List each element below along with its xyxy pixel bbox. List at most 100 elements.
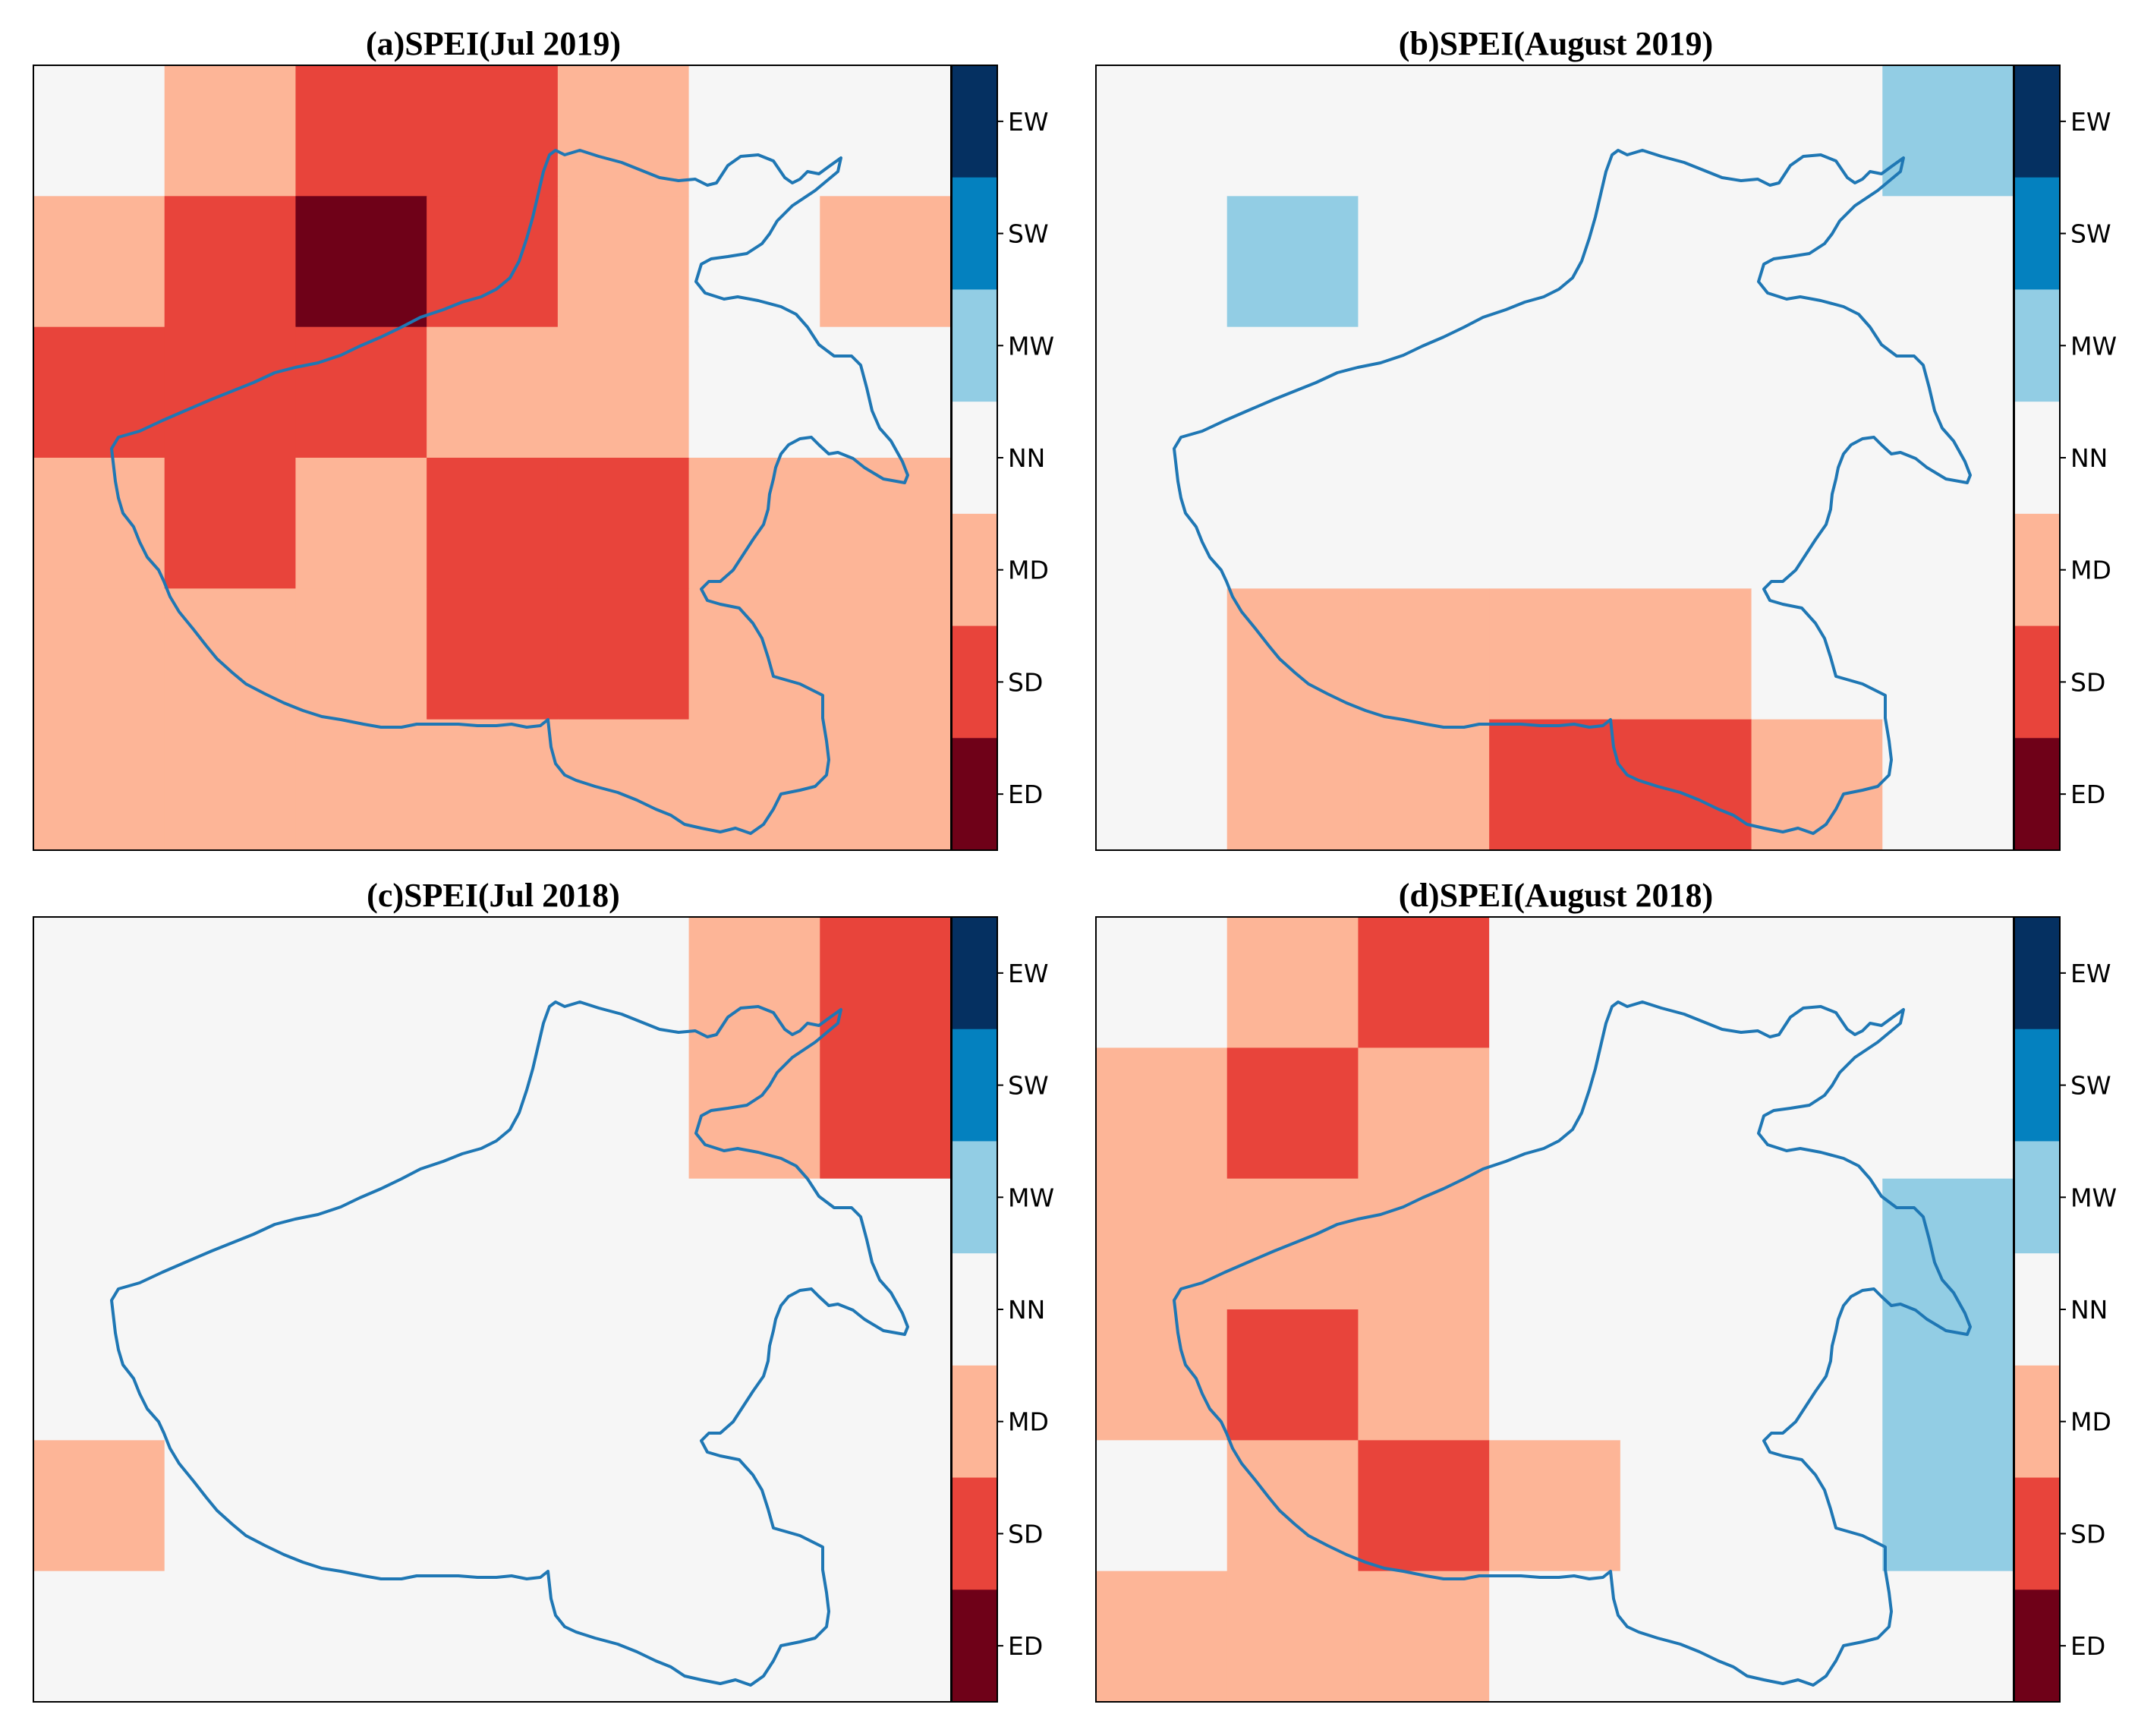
- panel-c-cell-r5-c4: [557, 1571, 690, 1703]
- panel-d-cell-r4-c3: [1489, 1440, 1621, 1572]
- panel-b-colorbar-swatch-mw: [2014, 289, 2060, 402]
- panel-a-cell-r5-c1: [164, 719, 297, 851]
- panel-d-cell-r2-c0: [1096, 1178, 1228, 1310]
- panel-d-cell-r0-c5: [1751, 917, 1883, 1048]
- panel-c-colorbar-label-ed: ED: [1008, 1631, 1043, 1661]
- panel-d-cell-r3-c1: [1226, 1309, 1359, 1441]
- panel-c-cell-r2-c3: [427, 1178, 559, 1310]
- panel-b-cell-r2-c2: [1358, 326, 1490, 458]
- panel-a-cell-r1-c6: [820, 196, 952, 328]
- panel-b-cell-r3-c4: [1620, 458, 1752, 589]
- panel-d-cell-r1-c5: [1751, 1048, 1883, 1180]
- panel-b-cell-r1-c4: [1620, 196, 1752, 328]
- panel-c-colorbar-label-sw: SW: [1008, 1071, 1049, 1101]
- panel-d-colorbar-swatch-sw: [2014, 1029, 2060, 1142]
- panel-d-cell-r1-c4: [1620, 1048, 1752, 1180]
- panel-c-cell-r2-c6: [820, 1178, 952, 1310]
- panel-b-cell-r2-c6: [1882, 326, 2014, 458]
- panel-c-cell-r3-c4: [557, 1309, 690, 1441]
- panel-b-colorbar-label-nn: NN: [2070, 443, 2108, 473]
- panel-b-cell-r4-c0: [1096, 588, 1228, 720]
- panel-b-colorbar-label-mw: MW: [2070, 331, 2117, 361]
- panel-c-colorbar-swatch-sd: [952, 1477, 997, 1590]
- panel-a-cell-r4-c4: [557, 588, 690, 720]
- panel-d-colorbar-swatch-sd: [2014, 1477, 2060, 1590]
- panel-a-colorbar-label-mw: MW: [1008, 331, 1054, 361]
- panel-b-title: (b)SPEI(August 2019): [1399, 25, 1713, 62]
- panel-a-cell-r1-c5: [688, 196, 820, 328]
- panel-c-colorbar-label-sd: SD: [1008, 1519, 1043, 1549]
- panel-c-cell-r5-c2: [295, 1571, 427, 1703]
- panel-d-cell-r0-c0: [1096, 917, 1228, 1048]
- panel-a-cell-r5-c0: [33, 719, 165, 851]
- panel-b: (b)SPEI(August 2019) EW SW MW NN MD SD ED: [1095, 25, 2117, 851]
- panel-d-cell-r5-c2: [1358, 1571, 1490, 1703]
- panel-d-cell-r0-c3: [1489, 917, 1621, 1048]
- panel-a-cell-r3-c4: [557, 458, 690, 589]
- panel-d-colorbar-label-sw: SW: [2070, 1071, 2111, 1101]
- panel-d-cell-r3-c5: [1751, 1309, 1883, 1441]
- panel-c-cell-r1-c4: [557, 1048, 690, 1180]
- panel-c-colorbar-label-nn: NN: [1008, 1295, 1045, 1325]
- panel-b-cell-r3-c2: [1358, 458, 1490, 589]
- panel-c-cell-r3-c0: [33, 1309, 165, 1441]
- panel-d-cell-r0-c1: [1226, 917, 1359, 1048]
- panel-c-colorbar-label-mw: MW: [1008, 1183, 1054, 1212]
- panel-b-cell-r0-c0: [1096, 65, 1228, 197]
- panel-d-cell-r0-c4: [1620, 917, 1752, 1048]
- panel-b-cell-r4-c5: [1751, 588, 1883, 720]
- panel-c-cell-r3-c1: [164, 1309, 297, 1441]
- panel-d-cell-r1-c0: [1096, 1048, 1228, 1180]
- panel-d-colorbar-swatch-mw: [2014, 1141, 2060, 1254]
- panel-a-cell-r2-c3: [427, 326, 559, 458]
- panel-a-cell-r3-c1: [164, 458, 297, 589]
- panel-a-colorbar-swatch-sd: [952, 625, 997, 739]
- panel-c-cell-r1-c3: [427, 1048, 559, 1180]
- panel-d-cell-r5-c3: [1489, 1571, 1621, 1703]
- panel-b-cell-r0-c1: [1226, 65, 1359, 197]
- panel-b-cell-r1-c6: [1882, 196, 2014, 328]
- panel-c-cell-r4-c3: [427, 1440, 559, 1572]
- panel-d-cell-r4-c2: [1358, 1440, 1490, 1572]
- panel-a-cell-r0-c3: [427, 65, 559, 197]
- panel-a-cell-r3-c0: [33, 458, 165, 589]
- panel-b-colorbar-swatch-ew: [2014, 65, 2060, 178]
- panel-d-cell-r2-c5: [1751, 1178, 1883, 1310]
- panel-b-cell-r4-c2: [1358, 588, 1490, 720]
- panel-d-cell-r1-c1: [1226, 1048, 1359, 1180]
- panel-a-cell-r0-c4: [557, 65, 690, 197]
- panel-c-cell-r1-c5: [688, 1048, 820, 1180]
- panel-c-cell-r0-c3: [427, 917, 559, 1048]
- panel-b-cells: [1096, 65, 2014, 851]
- panel-a-colorbar-label-ew: EW: [1008, 107, 1048, 137]
- panel-d-cell-r4-c4: [1620, 1440, 1752, 1572]
- panel-b-colorbar-label-sw: SW: [2070, 219, 2111, 249]
- panel-a-cell-r2-c4: [557, 326, 690, 458]
- panel-c-cell-r1-c0: [33, 1048, 165, 1180]
- panel-c-cell-r2-c2: [295, 1178, 427, 1310]
- panel-c-cell-r4-c4: [557, 1440, 690, 1572]
- panel-c-cell-r2-c5: [688, 1178, 820, 1310]
- panel-c-colorbar-swatch-ew: [952, 917, 997, 1030]
- panel-b-cell-r3-c0: [1096, 458, 1228, 589]
- panel-c-cell-r0-c0: [33, 917, 165, 1048]
- panel-b-cell-r5-c2: [1358, 719, 1490, 851]
- panel-a-cell-r1-c4: [557, 196, 690, 328]
- panel-a-cell-r0-c6: [820, 65, 952, 197]
- panel-d-cell-r5-c1: [1226, 1571, 1359, 1703]
- panel-c-cell-r1-c1: [164, 1048, 297, 1180]
- panel-a-cell-r4-c6: [820, 588, 952, 720]
- panel-d-cell-r0-c6: [1882, 917, 2014, 1048]
- panel-a-cell-r3-c6: [820, 458, 952, 589]
- panel-c-cell-r5-c6: [820, 1571, 952, 1703]
- panel-d-colorbar-swatch-ed: [2014, 1589, 2060, 1703]
- panel-c-colorbar-swatch-nn: [952, 1253, 997, 1366]
- panel-b-cell-r0-c5: [1751, 65, 1883, 197]
- panel-b-cell-r0-c6: [1882, 65, 2014, 197]
- panel-a-cells: [33, 65, 952, 851]
- panel-a-colorbar-label-nn: NN: [1008, 443, 1045, 473]
- panel-a: (a)SPEI(Jul 2019) EW SW MW NN MD SD ED: [33, 25, 1054, 851]
- panel-a-cell-r2-c6: [820, 326, 952, 458]
- panel-d-title: (d)SPEI(August 2018): [1399, 877, 1713, 914]
- panel-c-cell-r2-c0: [33, 1178, 165, 1310]
